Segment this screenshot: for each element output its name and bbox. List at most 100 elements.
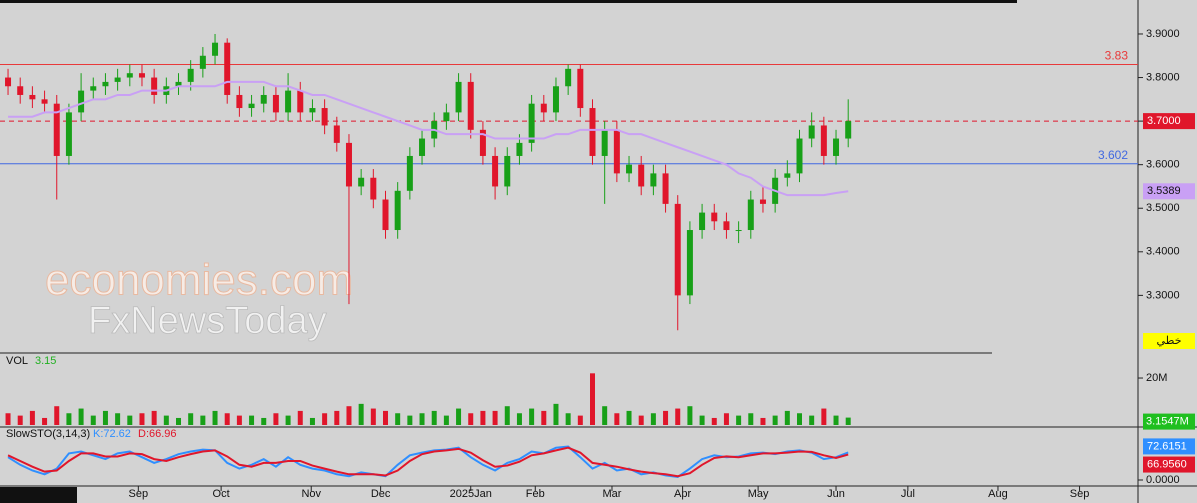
candle-body	[285, 90, 292, 113]
volume-bar	[358, 403, 364, 425]
volume-bar	[845, 417, 851, 425]
candle-body	[17, 86, 24, 95]
ma-box	[1143, 183, 1195, 200]
candle-body	[126, 73, 133, 78]
volume-bar	[833, 415, 839, 425]
volume-bar	[626, 410, 632, 425]
stoch-d: D:66.96	[138, 428, 177, 440]
top-bar	[0, 0, 1017, 3]
volume-bar	[383, 410, 389, 425]
x-tick-label: Feb	[526, 488, 545, 500]
volume-bar	[151, 410, 157, 425]
volume-bar	[736, 415, 742, 425]
candle-body	[833, 138, 840, 156]
x-tick-label: Nov	[301, 488, 321, 500]
volume-bar	[687, 406, 693, 425]
candle-body	[65, 112, 72, 156]
candle-body	[151, 77, 158, 95]
volume-bar	[5, 413, 11, 425]
volume-bar	[90, 415, 96, 425]
volume-bar	[602, 406, 608, 425]
annotation-box	[1143, 333, 1195, 349]
volume-bar	[711, 417, 717, 425]
volume-bar	[456, 408, 462, 425]
volume-bar	[54, 406, 60, 425]
candle-body	[796, 138, 803, 174]
candle-body	[540, 103, 547, 113]
candle-body	[845, 121, 852, 139]
volume-bar	[699, 415, 705, 425]
volume-bar	[541, 410, 547, 425]
candle-body	[199, 55, 206, 69]
watermark: FxNewsToday	[88, 300, 327, 342]
candle-body	[492, 155, 499, 187]
volume-bar	[443, 415, 449, 425]
x-tick-label: Jul	[901, 488, 915, 500]
candle-body	[272, 94, 279, 113]
candle-body	[297, 90, 304, 113]
candle-body	[236, 94, 243, 109]
candle-body	[662, 173, 669, 204]
candle-body	[589, 108, 596, 156]
watermark: economies.com	[45, 256, 353, 305]
ma-box-label: 3.5389	[1147, 185, 1181, 197]
candle-body	[260, 94, 267, 104]
candle-body	[78, 90, 85, 113]
x-tick-label: Sep	[129, 488, 149, 500]
candle-body	[41, 99, 48, 104]
volume-bar	[163, 415, 169, 425]
volume-bar	[236, 415, 242, 425]
candle-body	[528, 103, 535, 143]
volume-bar	[529, 408, 535, 425]
y-tick-label: 3.3000	[1146, 289, 1180, 301]
volume-bar	[468, 413, 474, 425]
candle-body	[309, 108, 316, 113]
volume-bar	[188, 413, 194, 425]
candle-body	[212, 42, 219, 56]
volume-bar	[784, 410, 790, 425]
volume-bar	[102, 410, 108, 425]
volume-bar	[322, 413, 328, 425]
volume-bar	[675, 408, 681, 425]
candle-body	[394, 190, 401, 231]
volume-bar	[29, 410, 35, 425]
candle-body	[784, 173, 791, 178]
candle-body	[406, 155, 413, 191]
volume-bar	[748, 413, 754, 425]
volume-bar	[504, 406, 510, 425]
candle-body	[565, 68, 572, 87]
volume-tick-label: 20M	[1146, 372, 1167, 384]
volume-bar	[577, 415, 583, 425]
candle-body	[321, 108, 328, 126]
candle-body	[114, 77, 121, 82]
volume-bar	[224, 413, 230, 425]
volume-bar	[614, 413, 620, 425]
annotation: خطي	[1157, 335, 1182, 347]
volume-bar	[370, 408, 376, 425]
candle-body	[138, 73, 145, 78]
volume-bar	[285, 415, 291, 425]
volume-bar	[723, 413, 729, 425]
candle-body	[552, 86, 559, 113]
d-box	[1143, 456, 1195, 473]
candle-body	[516, 142, 523, 156]
candle-body	[224, 42, 231, 95]
x-tick-label: Jun	[827, 488, 845, 500]
candle-body	[820, 125, 827, 156]
candle-body	[638, 164, 645, 187]
moving-average	[8, 80, 849, 197]
volume-bar	[139, 413, 145, 425]
volume-bar	[480, 410, 486, 425]
price-box	[1143, 113, 1195, 130]
volume-bar	[249, 415, 255, 425]
candle-body	[699, 212, 706, 231]
volume-bar	[809, 415, 815, 425]
volume-bar	[176, 417, 182, 425]
candle-body	[102, 81, 109, 87]
candle-body	[808, 125, 815, 139]
volume-bar	[663, 410, 669, 425]
volume-bar	[431, 410, 437, 425]
k-box	[1143, 438, 1195, 455]
candle-body	[370, 177, 377, 200]
volume-bar	[638, 415, 644, 425]
